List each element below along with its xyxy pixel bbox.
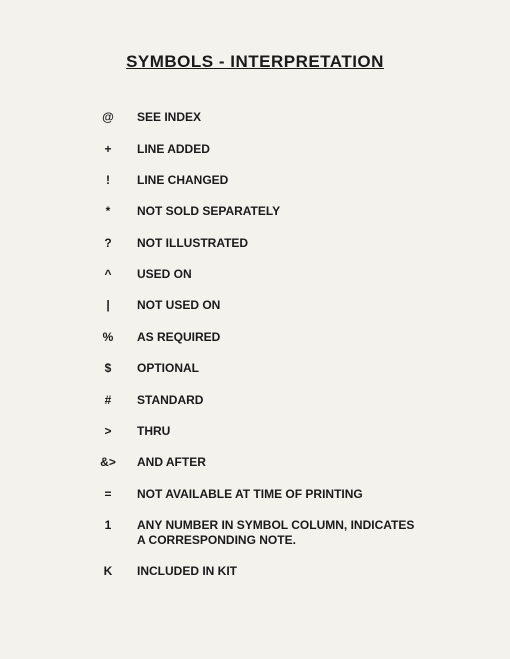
description-cell: STANDARD [131,384,417,415]
symbol-cell: | [85,290,131,321]
symbol-cell: $ [85,353,131,384]
symbol-cell: # [85,384,131,415]
symbol-cell: K [85,556,131,587]
table-row: |NOT USED ON [85,290,417,321]
symbol-cell: % [85,322,131,353]
table-row: %AS REQUIRED [85,322,417,353]
symbol-cell: ^ [85,259,131,290]
table-row: KINCLUDED IN KIT [85,556,417,587]
description-cell: NOT AVAILABLE AT TIME OF PRINTING [131,479,417,510]
description-cell: LINE ADDED [131,133,417,164]
description-cell: ANY NUMBER IN SYMBOL COLUMN, INDICATES A… [131,510,417,556]
description-cell: SEE INDEX [131,102,417,133]
table-row: +LINE ADDED [85,133,417,164]
description-cell: OPTIONAL [131,353,417,384]
table-row: =NOT AVAILABLE AT TIME OF PRINTING [85,479,417,510]
table-row: 1ANY NUMBER IN SYMBOL COLUMN, INDICATES … [85,510,417,556]
symbol-cell: = [85,479,131,510]
description-cell: USED ON [131,259,417,290]
description-cell: INCLUDED IN KIT [131,556,417,587]
table-row: ^USED ON [85,259,417,290]
symbol-cell: > [85,416,131,447]
table-row: *NOT SOLD SEPARATELY [85,196,417,227]
table-row: &>AND AFTER [85,447,417,478]
table-row: #STANDARD [85,384,417,415]
symbol-cell: &> [85,447,131,478]
symbols-table: @SEE INDEX+LINE ADDED!LINE CHANGED*NOT S… [85,102,417,588]
symbol-cell: ? [85,228,131,259]
symbol-cell: @ [85,102,131,133]
symbol-cell: ! [85,165,131,196]
symbol-cell: + [85,133,131,164]
description-cell: AND AFTER [131,447,417,478]
table-row: !LINE CHANGED [85,165,417,196]
page-title: SYMBOLS - INTERPRETATION [40,52,470,72]
description-cell: NOT USED ON [131,290,417,321]
table-row: >THRU [85,416,417,447]
table-row: $OPTIONAL [85,353,417,384]
description-cell: LINE CHANGED [131,165,417,196]
description-cell: THRU [131,416,417,447]
description-cell: AS REQUIRED [131,322,417,353]
table-row: @SEE INDEX [85,102,417,133]
description-cell: NOT ILLUSTRATED [131,228,417,259]
description-cell: NOT SOLD SEPARATELY [131,196,417,227]
symbol-cell: * [85,196,131,227]
page: SYMBOLS - INTERPRETATION @SEE INDEX+LINE… [0,0,510,659]
table-row: ?NOT ILLUSTRATED [85,228,417,259]
symbol-cell: 1 [85,510,131,556]
